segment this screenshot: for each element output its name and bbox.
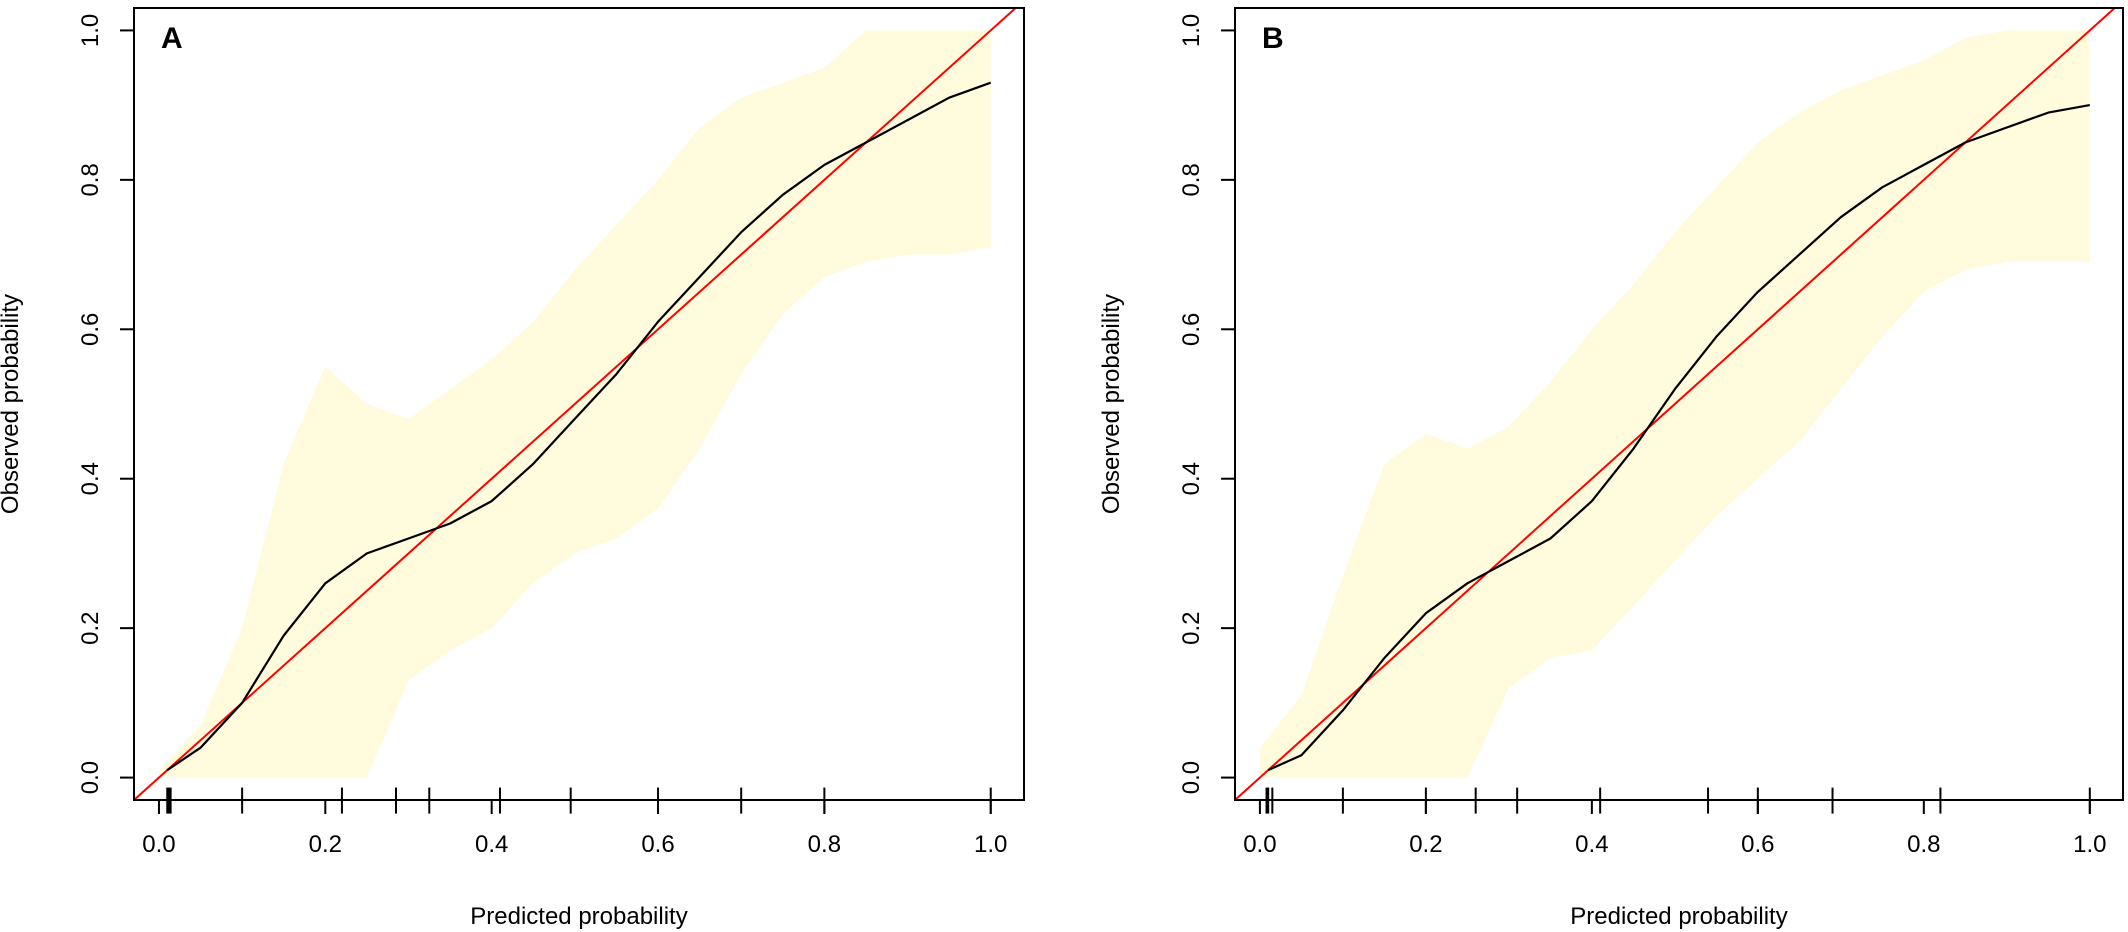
x-tick-label: 1.0 [2073,831,2106,858]
x-tick-label: 1.0 [974,831,1007,858]
ideal-reference-line [1235,8,2117,800]
ideal-reference-line [134,8,1018,800]
y-tick-label: 0.8 [77,163,104,196]
y-tick-label: 0.4 [1178,462,1205,495]
y-axis-label: Observed probability [1098,294,1125,514]
calibration-curve [1267,104,2090,772]
plot-area [134,8,1018,800]
y-tick-label: 0.8 [1178,163,1205,196]
y-tick-label: 0.6 [77,313,104,346]
y-tick-label: 0.6 [1178,313,1205,346]
y-tick-label: 1.0 [1178,14,1205,47]
panel-label: A [161,22,183,55]
y-axis-label: Observed probability [0,294,24,514]
plot-area [1235,8,2117,800]
x-axis-label: Predicted probability [470,903,687,930]
x-axis-label: Predicted probability [1570,903,1787,930]
panel-label: B [1262,22,1284,55]
chart-panel-b: 0.0 0.2 0.4 0.6 0.8 1.0 0.0 0.2 0.4 0.6 0.8 1.0 Pred… [1098,7,2124,930]
x-tick-label: 0.6 [641,831,674,858]
x-tick-label: 0.2 [1409,831,1442,858]
calibration-curve [166,81,992,772]
plot-frame [1234,7,2124,801]
x-tick-label: 0.8 [808,831,841,858]
x-tick-label: 0.4 [1575,831,1608,858]
x-tick-label: 0.2 [309,831,342,858]
chart-panel-a: 0.0 0.2 0.4 0.6 0.8 1.0 0.0 0.2 0.4 0.6 0.8 1.0 Pred… [0,7,1025,930]
x-tick-label: 0.0 [1243,831,1276,858]
y-tick-label: 0.2 [1178,611,1205,644]
y-tick-label: 0.2 [77,611,104,644]
x-tick-label: 0.4 [475,831,508,858]
plot-frame [133,7,1025,801]
y-tick-label: 1.0 [77,14,104,47]
y-tick-label: 0.0 [1178,761,1205,794]
x-tick-label: 0.8 [1907,831,1940,858]
y-tick-label: 0.0 [77,761,104,794]
x-tick-label: 0.6 [1741,831,1774,858]
y-tick-label: 0.4 [77,462,104,495]
x-tick-label: 0.0 [142,831,175,858]
